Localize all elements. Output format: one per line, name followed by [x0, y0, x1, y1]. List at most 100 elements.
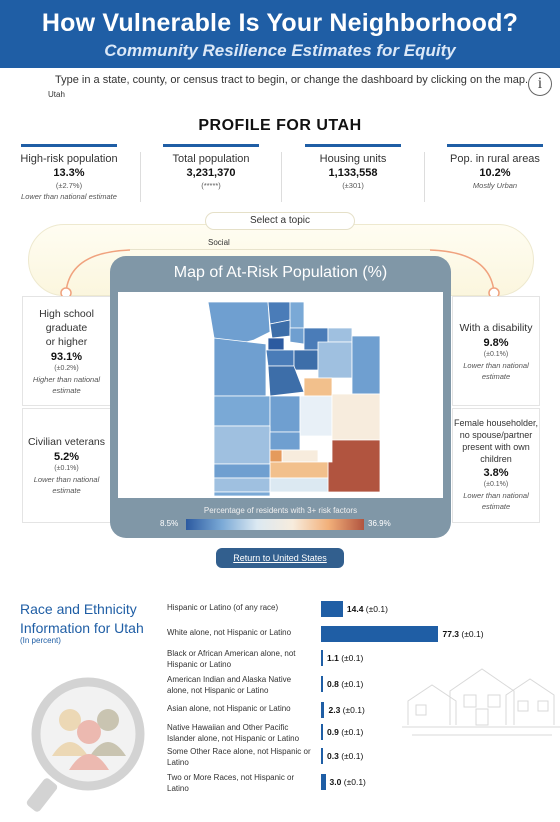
topic-dropdown[interactable]: Social: [208, 238, 230, 247]
county-utah: [267, 365, 305, 397]
race-row-label-line: Hispanic or Latino: [167, 660, 232, 669]
race-row-label: Native Hawaiian and Other Pacific Islande…: [167, 722, 317, 744]
legend-max: 36.9%: [368, 519, 391, 528]
info-icon[interactable]: i: [528, 72, 552, 96]
profile-title: PROFILE FOR UTAH: [198, 117, 362, 134]
divider: [281, 152, 282, 202]
race-subtitle: (In percent): [20, 636, 61, 645]
page-subtitle: Community Resilience Estimates for Equit…: [104, 41, 456, 60]
race-title-line: Information for Utah: [20, 620, 144, 636]
card-note: estimate: [52, 486, 81, 495]
race-row-bar[interactable]: [321, 601, 343, 617]
race-row-bar[interactable]: [321, 748, 323, 764]
stat-label: High-risk population: [20, 153, 118, 165]
stat-moe: (*****): [201, 181, 221, 190]
stat-total-population: Total population 3,231,370 (*****): [152, 144, 270, 190]
card-high-school-graduate[interactable]: High school graduate or higher 93.1% (±0…: [22, 296, 111, 406]
card-civilian-veterans[interactable]: Civilian veterans 5.2% (±0.1%) Lower tha…: [22, 408, 111, 523]
race-row-value: 14.4 (±0.1): [346, 604, 388, 614]
topic-divider: [130, 249, 430, 250]
stat-high-risk: High-risk population 13.3% (±2.7%) Lower…: [10, 144, 128, 201]
county-sevier: [269, 431, 301, 451]
card-label: present with own: [462, 442, 530, 452]
legend-title: Percentage of residents with 3+ risk fac…: [203, 506, 358, 515]
race-row-value: 0.9 (±0.1): [327, 727, 364, 737]
topic-label: Select a topic: [249, 215, 311, 226]
stat-value: 13.3%: [53, 167, 85, 179]
legend-color-scale: [186, 519, 364, 530]
stat-value: 1,133,558: [328, 167, 378, 179]
card-value: 3.8%: [483, 467, 509, 479]
card-note: Higher than national: [32, 375, 101, 384]
county-garfield: [269, 461, 329, 479]
topic-pill: [205, 212, 355, 230]
race-row-bar[interactable]: [321, 774, 326, 790]
stat-accent-bar: [21, 144, 117, 147]
race-row-label-line: American Indian and Alaska Native: [167, 675, 292, 684]
card-label: Civilian veterans: [27, 436, 106, 448]
location-selector[interactable]: Utah: [48, 90, 65, 99]
card-note: estimate: [481, 502, 511, 511]
race-row-bar[interactable]: [321, 650, 323, 666]
race-row-value: 2.3 (±0.1): [328, 705, 365, 715]
utah-county-map[interactable]: [118, 292, 443, 498]
county-san-juan: [327, 439, 381, 493]
race-row-label-line: Latino: [167, 758, 189, 767]
race-row-value: 77.3 (±0.1): [442, 629, 484, 639]
houses-illustration: [402, 668, 560, 736]
map-panel: Map of At-Risk Population (%): [110, 256, 451, 538]
county-sanpete: [269, 395, 301, 433]
card-note: Lower than national: [463, 361, 529, 370]
card-note: Lower than national: [463, 491, 529, 500]
county-rich: [289, 301, 305, 329]
card-note: estimate: [481, 372, 511, 381]
race-row-label: Black or African American alone, not Hisp…: [167, 648, 317, 670]
card-label: no spouse/partner: [459, 430, 533, 440]
race-row-bar[interactable]: [321, 626, 439, 642]
stat-moe: (±301): [342, 181, 364, 190]
map-area[interactable]: [118, 292, 443, 498]
stat-label: Total population: [172, 153, 250, 165]
county-emery: [299, 395, 333, 437]
race-row-value: 1.1 (±0.1): [327, 653, 364, 663]
race-row-value: 0.8 (±0.1): [327, 679, 364, 689]
page-title: How Vulnerable Is Your Neighborhood?: [41, 9, 519, 37]
race-row-label-line: Asian alone, not Hispanic or Latino: [167, 704, 291, 713]
race-row-label: White alone, not Hispanic or Latino: [167, 627, 317, 638]
card-moe: (±0.1%): [483, 481, 509, 488]
race-row-bar[interactable]: [321, 676, 323, 692]
county-duchesne: [317, 341, 353, 379]
card-note: Lower than national: [33, 475, 100, 484]
county-juab: [213, 395, 271, 427]
stat-value: 3,231,370: [186, 167, 236, 179]
county-millard: [213, 425, 271, 465]
county-carbon: [303, 377, 333, 397]
return-to-us-button[interactable]: Return to United States: [216, 548, 344, 568]
divider: [140, 152, 141, 202]
county-wayne: [281, 449, 319, 463]
card-moe: (±0.2%): [54, 365, 79, 372]
race-row-label-line: Two or More Races, not Hispanic or: [167, 773, 295, 782]
race-section-title: Race and Ethnicity Information for Utah: [20, 600, 144, 638]
divider: [424, 152, 425, 202]
race-row-label-line: alone, not Hispanic or Latino: [167, 686, 269, 695]
race-row-label-line: Latino: [167, 784, 189, 793]
county-salt-lake: [265, 349, 295, 367]
race-row-bar[interactable]: [321, 702, 325, 718]
card-label: Female householder,: [453, 418, 539, 428]
stat-housing-units: Housing units 1,133,558 (±301): [294, 144, 412, 190]
race-row-bar[interactable]: [321, 724, 323, 740]
card-label: children: [480, 454, 512, 464]
card-label: or higher: [45, 336, 88, 348]
county-grand: [331, 393, 381, 441]
stat-note: Lower than national estimate: [21, 192, 117, 201]
magnifier-people-illustration: [26, 677, 145, 812]
card-with-disability[interactable]: With a disability 9.8% (±0.1%) Lower tha…: [452, 296, 540, 406]
county-beaver: [213, 463, 271, 479]
card-value: 9.8%: [483, 337, 509, 349]
card-female-householder[interactable]: Female householder, no spouse/partner pr…: [452, 408, 540, 523]
county-daggett: [327, 327, 353, 343]
county-piute: [269, 449, 283, 463]
race-row-label: Hispanic or Latino (of any race): [167, 602, 317, 613]
county-kane: [269, 477, 329, 493]
